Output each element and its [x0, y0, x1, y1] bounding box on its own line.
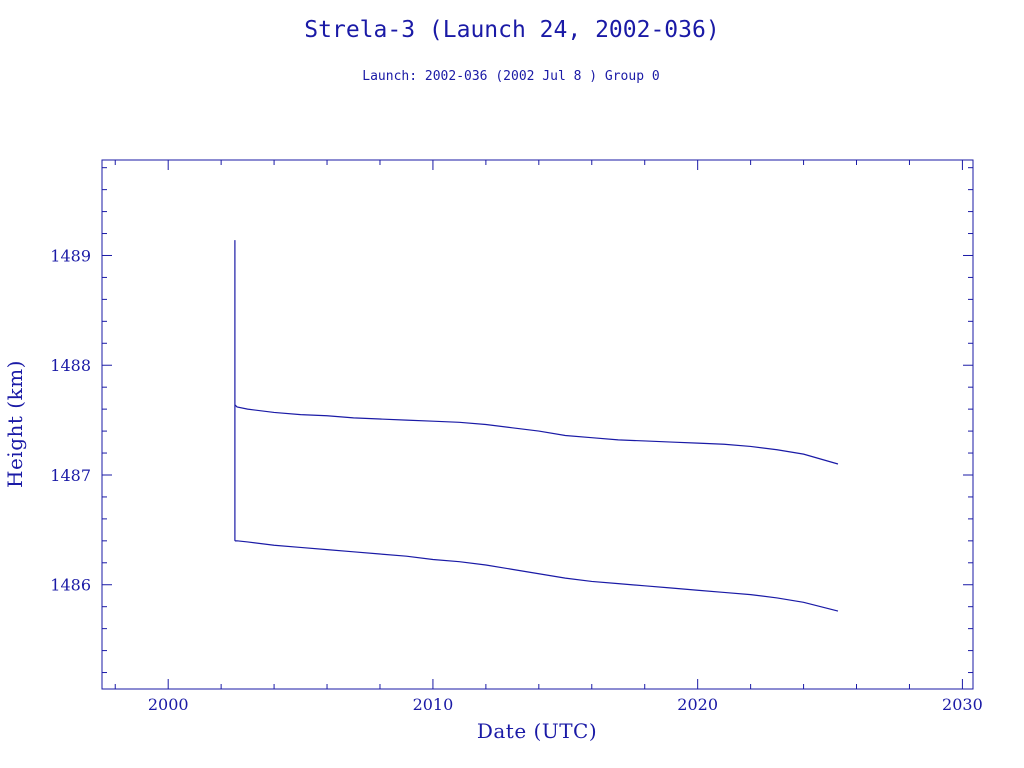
- chart-subtitle: Launch: 2002-036 (2002 Jul 8 ) Group 0: [362, 69, 659, 84]
- y-tick-label: 1487: [50, 466, 91, 485]
- series-line-upper: [234, 404, 839, 465]
- x-tick-label: 2000: [148, 695, 189, 714]
- y-tick-label: 1489: [50, 246, 91, 265]
- x-tick-label: 2010: [413, 695, 454, 714]
- y-tick-label: 1488: [50, 356, 91, 375]
- plot-frame: [101, 159, 974, 690]
- y-tick-label: 1486: [50, 576, 91, 595]
- series-group: [234, 240, 839, 612]
- x-tick-label: 2030: [942, 695, 983, 714]
- axis-ticks: [102, 160, 973, 689]
- x-axis-label: Date (UTC): [477, 719, 597, 743]
- chart-title: Strela-3 (Launch 24, 2002-036): [304, 17, 719, 43]
- series-line-lower: [234, 540, 839, 612]
- x-tick-label: 2020: [677, 695, 718, 714]
- y-axis-label: Height (km): [3, 360, 27, 488]
- tick-labels: 2000 2010 2020 2030 1486 1487 1488 1489: [50, 246, 982, 714]
